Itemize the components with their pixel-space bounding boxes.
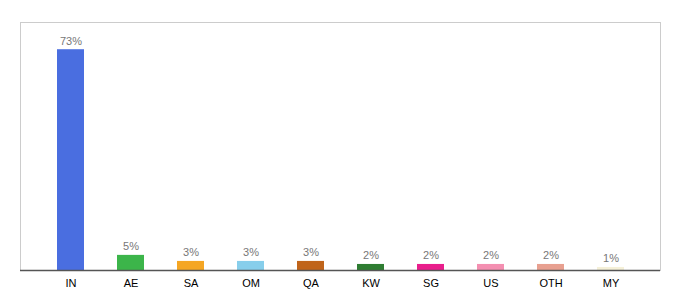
svg-text:1%: 1%	[603, 252, 619, 264]
svg-text:3%: 3%	[303, 246, 319, 258]
svg-text:OM: OM	[242, 277, 260, 289]
svg-text:2%: 2%	[423, 249, 439, 261]
svg-text:SA: SA	[184, 277, 199, 289]
svg-text:OTH: OTH	[539, 277, 562, 289]
svg-text:2%: 2%	[543, 249, 559, 261]
svg-text:5%: 5%	[123, 240, 139, 252]
svg-text:2%: 2%	[483, 249, 499, 261]
svg-text:SG: SG	[423, 277, 439, 289]
svg-text:MY: MY	[603, 277, 620, 289]
svg-text:IN: IN	[66, 277, 77, 289]
svg-text:2%: 2%	[363, 249, 379, 261]
svg-text:3%: 3%	[243, 246, 259, 258]
svg-text:3%: 3%	[183, 246, 199, 258]
svg-text:US: US	[483, 277, 498, 289]
svg-text:QA: QA	[303, 277, 320, 289]
svg-text:AE: AE	[124, 277, 139, 289]
svg-text:KW: KW	[362, 277, 380, 289]
svg-text:73%: 73%	[60, 35, 82, 47]
